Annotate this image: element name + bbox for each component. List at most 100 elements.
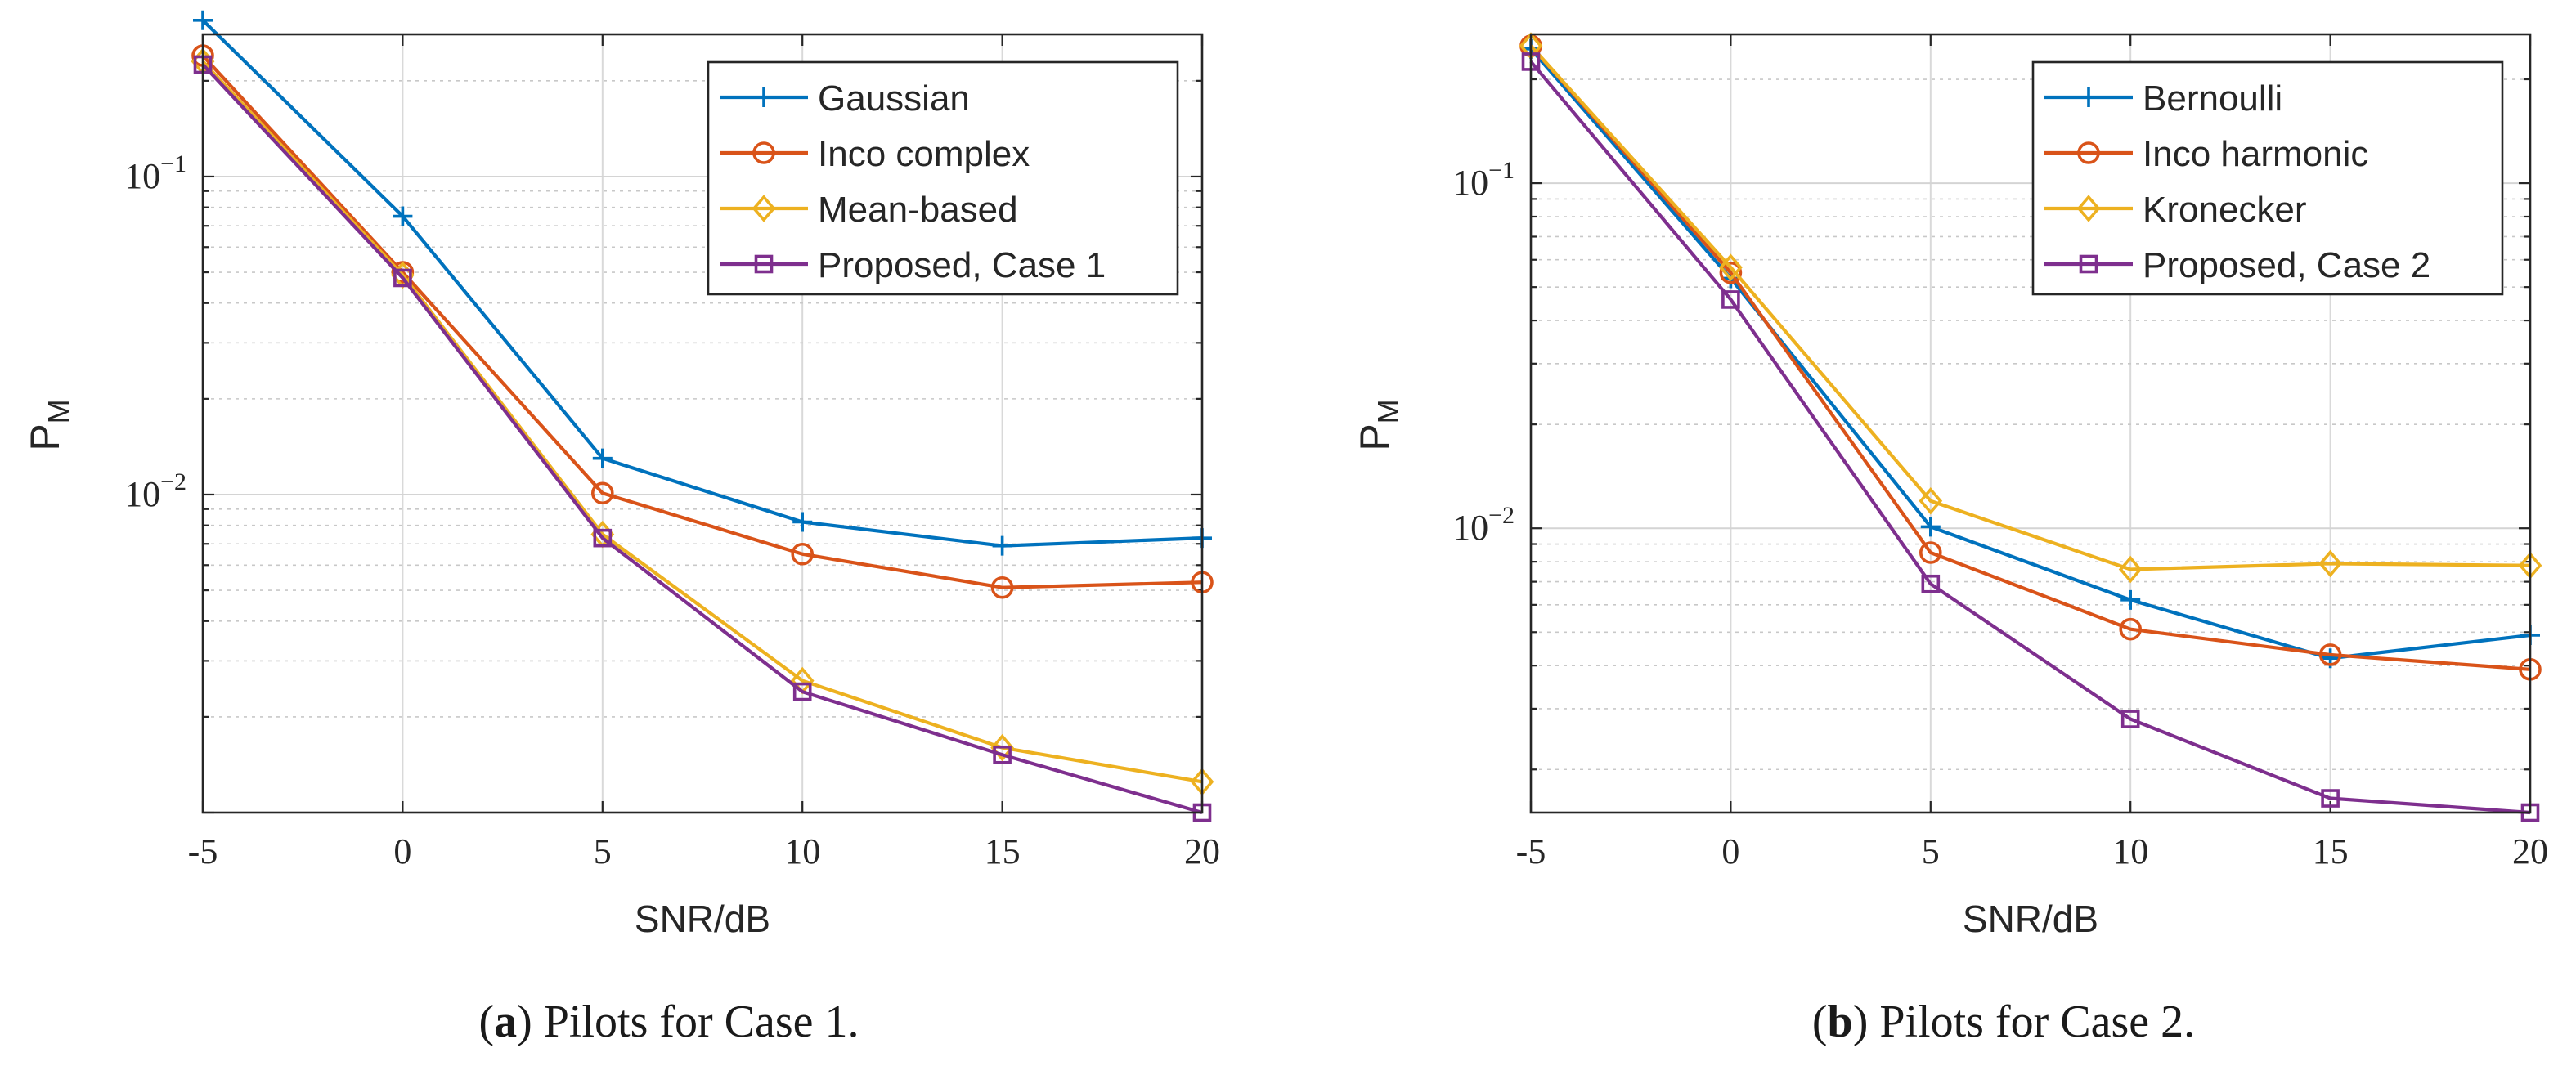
caption-label: a xyxy=(494,997,517,1047)
data-point xyxy=(1921,574,1941,593)
y-tick-label: 10−2 xyxy=(124,468,186,514)
y-tick-label: 10−1 xyxy=(124,150,186,196)
x-tick-label: 0 xyxy=(393,831,411,871)
y-axis-label-subscript: M xyxy=(42,399,75,423)
y-axis-label-subscript: M xyxy=(1371,399,1405,423)
legend-entry-label: Proposed, Case 2 xyxy=(2143,245,2430,285)
data-point xyxy=(393,206,413,226)
legend-entry-label: Inco complex xyxy=(818,134,1030,174)
series-line xyxy=(201,19,1203,548)
y-axis-label-main: P xyxy=(1352,423,1398,450)
legend-entry-label: Inco harmonic xyxy=(2143,134,2368,174)
data-point xyxy=(1719,261,1743,284)
data-point xyxy=(2120,589,2141,610)
y-tick-base: 10 xyxy=(124,156,160,196)
data-point xyxy=(593,528,613,548)
legend-box xyxy=(707,60,1179,296)
data-point xyxy=(1719,253,1743,281)
caption-paren-open: ( xyxy=(1812,997,1828,1047)
panel-caption: (a) Pilots for Case 1. xyxy=(478,997,859,1047)
legend-swatch-marker xyxy=(752,141,775,164)
legend-swatch-marker xyxy=(2079,254,2098,274)
data-point xyxy=(1919,541,1942,564)
chart-panel-b: -5 0 5 10 15 2010−110−2SNR/dBPMBernoulliInco … xyxy=(1352,32,2548,1047)
grid xyxy=(202,34,1203,813)
data-point xyxy=(792,512,813,532)
data-point xyxy=(2120,710,2140,728)
legend-swatch-marker xyxy=(2077,141,2100,164)
data-point xyxy=(2118,555,2143,584)
data-point xyxy=(2321,789,2340,808)
legend-swatch-marker xyxy=(2079,87,2098,107)
data-point xyxy=(2119,617,2142,641)
legend-entry-label: Bernoulli xyxy=(2143,78,2282,119)
y-tick-exponent: −1 xyxy=(160,150,186,177)
x-tick-label: 5 xyxy=(594,831,612,871)
data-point xyxy=(1920,517,1941,537)
x-tick-label: 20 xyxy=(1184,831,1220,871)
legend: Bernoulli Inco harmonic Kronecker Proposed,… xyxy=(2031,60,2504,296)
y-tick-base: 10 xyxy=(1452,508,1488,548)
series-line xyxy=(1529,60,2531,815)
series-proposed-case-1 xyxy=(193,55,1212,822)
data-point xyxy=(992,535,1012,556)
x-tick-label: -5 xyxy=(188,831,218,871)
x-axis-label: SNR/dB xyxy=(635,898,770,940)
y-axis-label: PM xyxy=(1352,399,1405,450)
caption-label: b xyxy=(1828,997,1853,1047)
data-point xyxy=(193,10,213,30)
data-point xyxy=(791,542,815,566)
data-point xyxy=(590,481,614,505)
series-line xyxy=(201,54,1203,589)
y-tick-exponent: −2 xyxy=(1488,502,1515,529)
axes-box xyxy=(201,33,1204,814)
x-tick-label: 15 xyxy=(985,831,1021,871)
series-proposed-case-2 xyxy=(1521,52,2540,822)
legend-swatch-marker xyxy=(754,254,774,274)
data-point xyxy=(393,268,412,288)
panel-caption: (b) Pilots for Case 2. xyxy=(1812,997,2195,1047)
series-line xyxy=(201,63,1203,815)
x-tick-label: 5 xyxy=(1922,831,1940,871)
data-point xyxy=(990,733,1014,762)
data-point xyxy=(993,745,1012,764)
legend: Gaussian Inco complex Mean-based Proposed, … xyxy=(707,60,1179,296)
y-tick-label: 10−2 xyxy=(1452,502,1515,548)
x-tick-label: -5 xyxy=(1516,831,1546,871)
legend-swatch-marker xyxy=(2076,195,2101,222)
series-inco-complex xyxy=(191,44,1214,599)
data-point xyxy=(1721,290,1740,309)
x-tick-label: 10 xyxy=(784,831,820,871)
legend-entry-label: Proposed, Case 1 xyxy=(818,245,1106,285)
series-line xyxy=(201,60,1203,784)
legend-box xyxy=(2031,60,2504,296)
data-point xyxy=(990,576,1014,599)
x-tick-label: 10 xyxy=(2112,831,2148,871)
series-line xyxy=(1529,44,2531,571)
data-point xyxy=(792,682,812,701)
y-axis-label: PM xyxy=(22,399,75,450)
data-point xyxy=(2318,549,2342,578)
series-line xyxy=(1529,44,2531,671)
y-tick-exponent: −1 xyxy=(1488,157,1515,184)
caption-paren-open: ( xyxy=(478,997,494,1047)
y-tick-base: 10 xyxy=(124,474,160,514)
legend-swatch-marker xyxy=(752,195,776,222)
x-axis-label: SNR/dB xyxy=(1963,898,2098,940)
axes-box xyxy=(1529,33,2532,814)
x-tick-label: 0 xyxy=(1721,831,1739,871)
y-tick-base: 10 xyxy=(1452,163,1488,203)
y-tick-exponent: −2 xyxy=(160,468,186,495)
y-tick-label: 10−1 xyxy=(1452,157,1515,203)
legend-entry-label: Kronecker xyxy=(2143,190,2307,230)
data-point xyxy=(592,448,613,468)
caption-text: ) Pilots for Case 2. xyxy=(1853,997,2195,1047)
legend-entry-label: Mean-based xyxy=(818,190,1018,230)
y-axis-label-main: P xyxy=(22,423,68,450)
x-tick-label: 15 xyxy=(2313,831,2349,871)
data-point xyxy=(2318,643,2342,666)
data-point xyxy=(1919,487,1943,515)
x-tick-label: 20 xyxy=(2512,831,2548,871)
